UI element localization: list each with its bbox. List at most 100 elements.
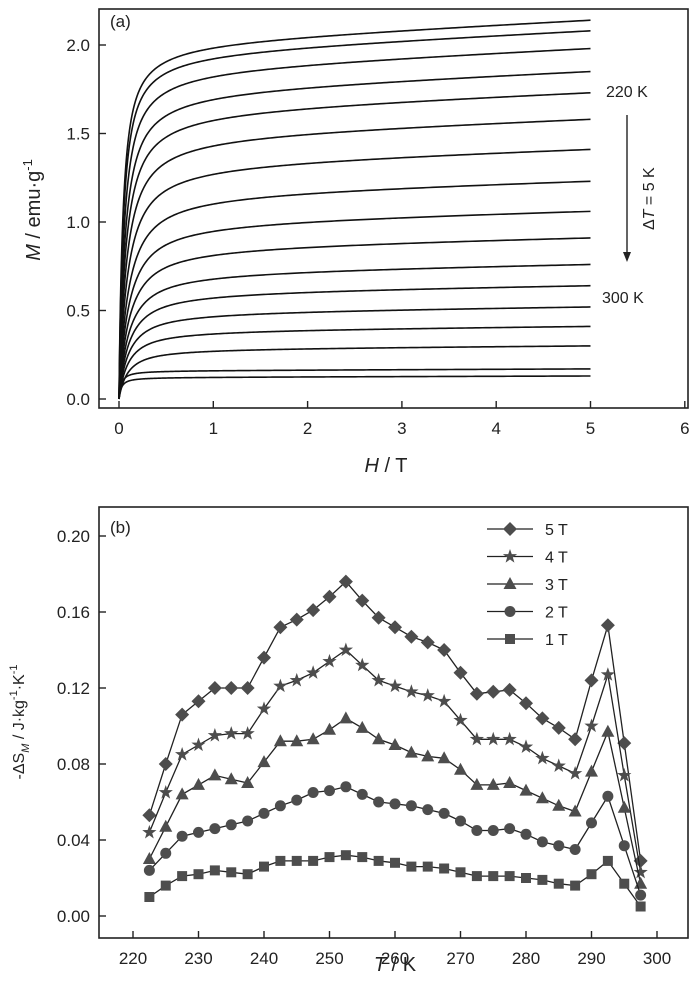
data-point-square xyxy=(635,901,646,912)
data-point-diamond xyxy=(453,665,468,680)
magnetization-curve-245K xyxy=(118,118,591,399)
data-point-circle xyxy=(373,796,385,808)
series-3T xyxy=(142,711,648,889)
magnetization-curve-240K xyxy=(118,91,591,399)
data-point-circle xyxy=(553,840,565,852)
magnetization-curve-265K xyxy=(118,237,591,400)
data-point-triangle xyxy=(437,751,451,764)
data-point-star xyxy=(371,672,386,687)
data-point-circle xyxy=(340,781,352,793)
data-point-square xyxy=(357,852,368,863)
legend-marker-star xyxy=(502,549,518,563)
panel-b-x-tick-label: 260 xyxy=(381,949,409,968)
data-point-square xyxy=(422,861,433,872)
data-point-circle xyxy=(291,794,303,806)
legend-label: 4 T xyxy=(545,550,568,567)
data-point-triangle xyxy=(519,783,533,796)
data-point-square xyxy=(291,855,302,866)
data-point-square xyxy=(521,873,531,883)
legend-marker-diamond xyxy=(503,522,517,536)
data-point-diamond xyxy=(551,720,566,735)
panel-a-x-tick-label: 6 xyxy=(680,419,689,438)
data-point-circle xyxy=(569,844,581,855)
data-point-star xyxy=(502,731,517,746)
data-point-triangle xyxy=(175,787,189,800)
panel-a-label: (a) xyxy=(110,12,131,31)
data-point-circle xyxy=(438,807,450,819)
data-point-circle xyxy=(389,798,401,810)
data-point-star xyxy=(355,657,370,672)
data-point-star xyxy=(600,667,616,681)
data-point-triangle xyxy=(617,800,631,813)
magnetization-curve-225K xyxy=(118,30,591,399)
data-point-triangle xyxy=(323,722,336,735)
panel-a-y-tick-label: 0.0 xyxy=(66,390,90,409)
data-point-triangle xyxy=(388,738,402,750)
panel-a-x-tick-label: 5 xyxy=(586,419,595,438)
data-point-diamond xyxy=(519,696,533,711)
panel-b-x-tick-label: 250 xyxy=(315,949,343,968)
data-point-square xyxy=(537,874,548,885)
data-point-triangle xyxy=(568,804,582,817)
data-point-triangle xyxy=(470,777,484,790)
data-point-diamond xyxy=(142,808,157,823)
panel-b-y-tick-label: 0.08 xyxy=(57,755,90,774)
data-point-circle xyxy=(356,788,368,800)
data-point-circle xyxy=(536,836,548,848)
data-point-square xyxy=(160,880,171,891)
annotation-bottom-temperature: 300 K xyxy=(602,290,644,307)
data-point-triangle xyxy=(192,777,205,790)
panel-b-y-axis-title: -ΔSM / J·kg-1·K-1 xyxy=(8,665,32,780)
data-point-star xyxy=(551,758,566,772)
data-point-diamond xyxy=(289,612,304,627)
data-point-diamond xyxy=(568,732,583,747)
magnetization-curve-235K xyxy=(118,70,591,399)
legend-label: 1 T xyxy=(545,632,568,649)
panel-a-y-tick-label: 1.5 xyxy=(66,125,90,144)
panel-b-frame xyxy=(98,506,689,939)
legend-label: 5 T xyxy=(545,522,568,539)
data-point-circle xyxy=(176,830,188,842)
legend-item: 5 T xyxy=(487,522,568,539)
panel-b: (b) 220 230 240 250 260 270 280 290 300 0.00 0.04… xyxy=(8,506,689,976)
series-1T xyxy=(144,850,646,912)
data-point-circle xyxy=(307,787,319,798)
magnetization-curve-270K xyxy=(118,263,591,400)
data-point-square xyxy=(570,880,581,891)
legend-marker-triangle xyxy=(503,577,517,589)
data-point-circle xyxy=(209,823,221,835)
data-point-triangle xyxy=(306,732,320,745)
data-point-circle xyxy=(422,804,434,816)
data-point-circle xyxy=(471,825,483,836)
panel-a-x-tick-label: 3 xyxy=(397,419,406,438)
data-point-circle xyxy=(487,825,499,836)
data-point-star xyxy=(224,726,239,740)
data-point-diamond xyxy=(175,707,190,722)
data-point-circle xyxy=(586,817,597,829)
data-point-square xyxy=(308,855,319,866)
data-point-diamond xyxy=(207,681,222,695)
data-point-star xyxy=(142,824,157,839)
data-point-triangle xyxy=(535,791,549,804)
data-point-square xyxy=(226,867,237,878)
data-point-circle xyxy=(258,807,270,819)
data-point-triangle xyxy=(241,776,255,788)
panel-b-y-tick-label: 0.20 xyxy=(57,527,90,546)
data-point-diamond xyxy=(322,589,337,604)
data-point-diamond xyxy=(371,610,386,625)
data-point-star xyxy=(256,701,272,715)
magnetization-curve-285K xyxy=(118,325,591,400)
data-point-star xyxy=(158,785,173,799)
data-point-star xyxy=(617,767,632,782)
data-point-star xyxy=(453,712,468,727)
panel-b-x-tick-label: 230 xyxy=(184,949,212,968)
panel-b-x-tick-label: 270 xyxy=(446,949,474,968)
data-point-star xyxy=(535,750,550,765)
panel-b-x-tick-label: 300 xyxy=(643,949,671,968)
panel-a-y-tick-label: 0.5 xyxy=(66,302,90,321)
panel-a-frame xyxy=(98,8,689,409)
data-point-circle xyxy=(242,815,254,827)
data-point-triangle xyxy=(257,755,271,768)
data-point-circle xyxy=(520,828,532,840)
legend-item: 1 T xyxy=(487,632,568,649)
